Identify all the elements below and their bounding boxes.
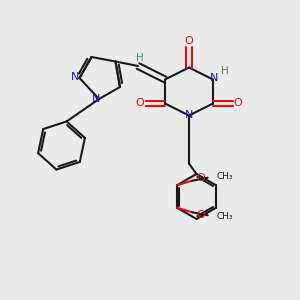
Text: O: O [184, 36, 194, 46]
Text: CH₃: CH₃ [216, 172, 232, 181]
Text: O: O [233, 98, 242, 109]
Text: O: O [136, 98, 145, 109]
Text: O: O [196, 173, 205, 183]
Text: O: O [196, 210, 205, 220]
Text: N: N [185, 110, 193, 121]
Text: N: N [71, 71, 79, 82]
Text: N: N [92, 94, 100, 104]
Text: H: H [221, 66, 229, 76]
Text: N: N [210, 73, 219, 83]
Text: H: H [136, 52, 143, 63]
Text: CH₃: CH₃ [216, 212, 232, 221]
